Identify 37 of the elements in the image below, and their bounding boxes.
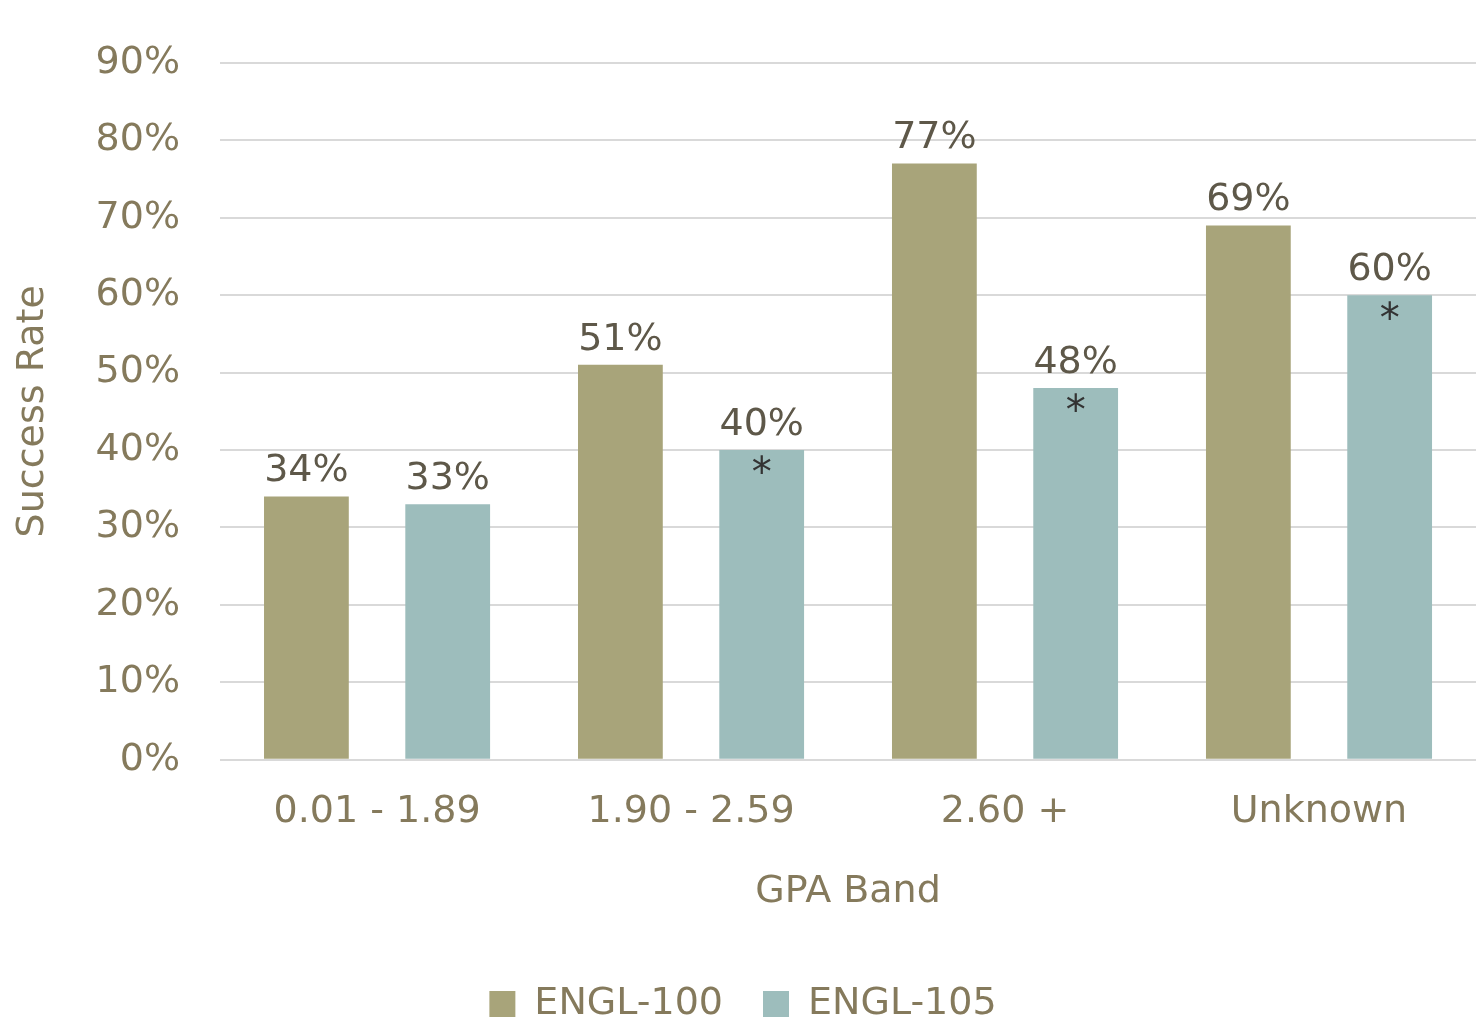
bar <box>1347 295 1433 759</box>
data-label: 69% <box>1206 175 1291 220</box>
y-tick-label: 30% <box>95 502 181 547</box>
y-tick-label: 90% <box>95 37 181 82</box>
annotation: * <box>1379 294 1400 341</box>
legend-label: ENGL-105 <box>808 978 997 1023</box>
bar <box>264 496 349 759</box>
bar <box>891 163 977 759</box>
y-tick-label: 60% <box>95 270 181 315</box>
bar <box>578 364 663 759</box>
y-tick-label: 70% <box>95 192 181 237</box>
bar <box>405 504 491 759</box>
bar <box>1205 225 1291 759</box>
data-label: 34% <box>264 446 349 491</box>
y-axis-title: Success Rate <box>7 285 52 538</box>
y-tick-label: 40% <box>95 424 181 469</box>
x-axis-title: GPA Band <box>755 867 941 912</box>
x-tick-label: Unknown <box>1230 787 1408 832</box>
y-tick-label: 20% <box>95 579 181 624</box>
data-label: 40% <box>719 399 804 444</box>
y-tick-label: 10% <box>95 657 181 702</box>
x-tick-label: 2.60 + <box>940 787 1070 832</box>
bar <box>1033 388 1119 759</box>
annotation: * <box>751 449 772 496</box>
data-label: 48% <box>1033 337 1118 382</box>
x-tick-label: 0.01 - 1.89 <box>273 787 481 832</box>
data-label: 51% <box>578 314 663 359</box>
y-tick-label: 0% <box>119 734 181 779</box>
x-tick-label: 1.90 - 2.59 <box>587 787 795 832</box>
y-tick-label: 80% <box>95 115 181 160</box>
data-label: 60% <box>1347 245 1432 290</box>
data-label: 77% <box>892 113 977 158</box>
annotation: * <box>1065 387 1086 434</box>
legend-label: ENGL-100 <box>534 978 724 1023</box>
bar <box>719 450 805 759</box>
y-tick-label: 50% <box>95 347 181 392</box>
data-label: 33% <box>405 454 490 499</box>
